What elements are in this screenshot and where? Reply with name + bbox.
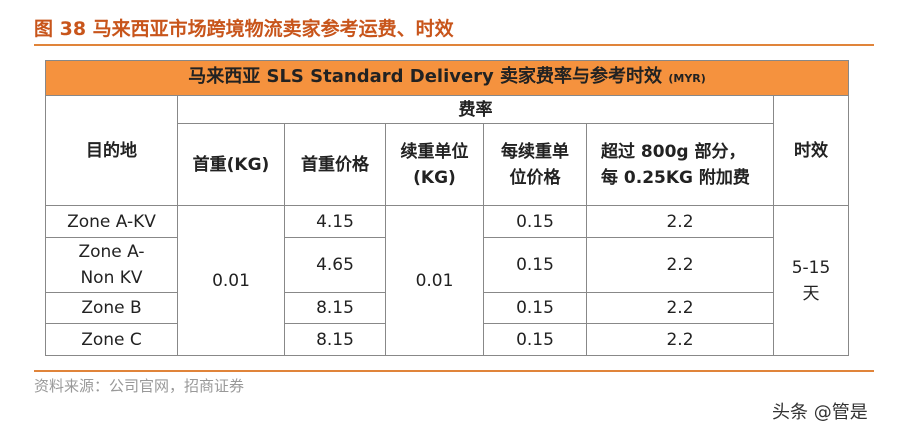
cell: 8.15 <box>284 323 386 356</box>
column-header: 首重价格 <box>284 123 386 206</box>
cell: Zone B <box>45 292 178 324</box>
column-header: 目的地 <box>45 95 178 206</box>
cell: 0.01 <box>385 205 484 356</box>
group-header: 费率 <box>177 95 774 124</box>
column-header: 超过 800g 部分，每 0.25KG 附加费 <box>586 123 774 206</box>
caption-unit: (MYR) <box>668 72 706 85</box>
cell: Zone C <box>45 323 178 356</box>
cell: 0.15 <box>483 205 587 238</box>
cell: 8.15 <box>284 292 386 324</box>
cell: 0.15 <box>483 237 587 293</box>
cell: 0.01 <box>177 205 285 356</box>
cell: Zone A-KV <box>45 205 178 238</box>
cell: 4.65 <box>284 237 386 293</box>
cell: 2.2 <box>586 205 774 238</box>
column-header: 每续重单位价格 <box>483 123 587 206</box>
column-header: 时效 <box>772 95 850 206</box>
watermark: 头条 @管是 <box>772 402 868 423</box>
cell: 2.2 <box>586 292 774 324</box>
cell: Zone A-Non KV <box>45 237 178 293</box>
caption-text: 马来西亚 SLS Standard Delivery 卖家费率与参考时效 <box>188 66 663 87</box>
cell: 0.15 <box>483 323 587 356</box>
cell: 2.2 <box>586 237 774 293</box>
cell: 0.15 <box>483 292 587 324</box>
column-header: 续重单位(KG) <box>385 123 484 206</box>
bottom-rule <box>34 370 874 372</box>
top-rule <box>34 44 874 46</box>
rate-table: 马来西亚 SLS Standard Delivery 卖家费率与参考时效 (MY… <box>44 60 850 356</box>
figure-title: 图 38 马来西亚市场跨境物流卖家参考运费、时效 <box>34 18 454 40</box>
source-note: 资料来源：公司官网，招商证券 <box>34 377 245 395</box>
column-header: 首重(KG) <box>177 123 285 206</box>
table-caption: 马来西亚 SLS Standard Delivery 卖家费率与参考时效 (MY… <box>44 60 850 96</box>
cell: 2.2 <box>586 323 774 356</box>
cell: 4.15 <box>284 205 386 238</box>
cell: 5-15天 <box>772 205 850 356</box>
